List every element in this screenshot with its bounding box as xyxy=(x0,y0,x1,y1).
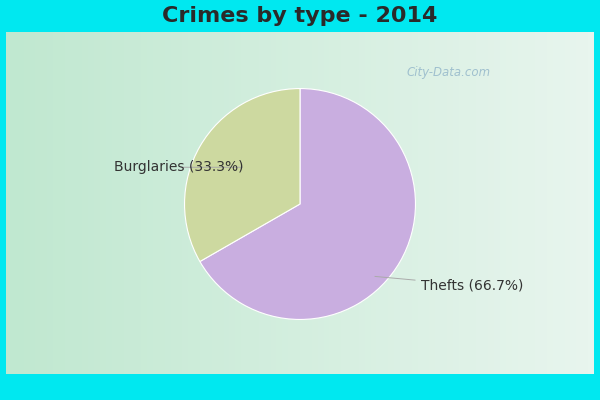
Title: Crimes by type - 2014: Crimes by type - 2014 xyxy=(163,6,437,26)
Text: Thefts (66.7%): Thefts (66.7%) xyxy=(375,276,523,292)
Wedge shape xyxy=(200,88,415,320)
Wedge shape xyxy=(185,88,300,262)
Text: Burglaries (33.3%): Burglaries (33.3%) xyxy=(113,160,243,174)
Text: City-Data.com: City-Data.com xyxy=(406,66,490,79)
